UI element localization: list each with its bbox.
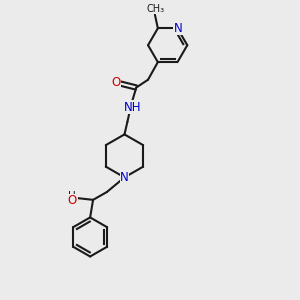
Text: CH₃: CH₃ bbox=[147, 4, 165, 14]
Text: H: H bbox=[68, 191, 75, 201]
Text: O: O bbox=[68, 194, 77, 207]
Text: O: O bbox=[111, 76, 120, 89]
Text: NH: NH bbox=[124, 100, 141, 114]
Text: N: N bbox=[120, 171, 129, 184]
Text: N: N bbox=[174, 22, 183, 35]
